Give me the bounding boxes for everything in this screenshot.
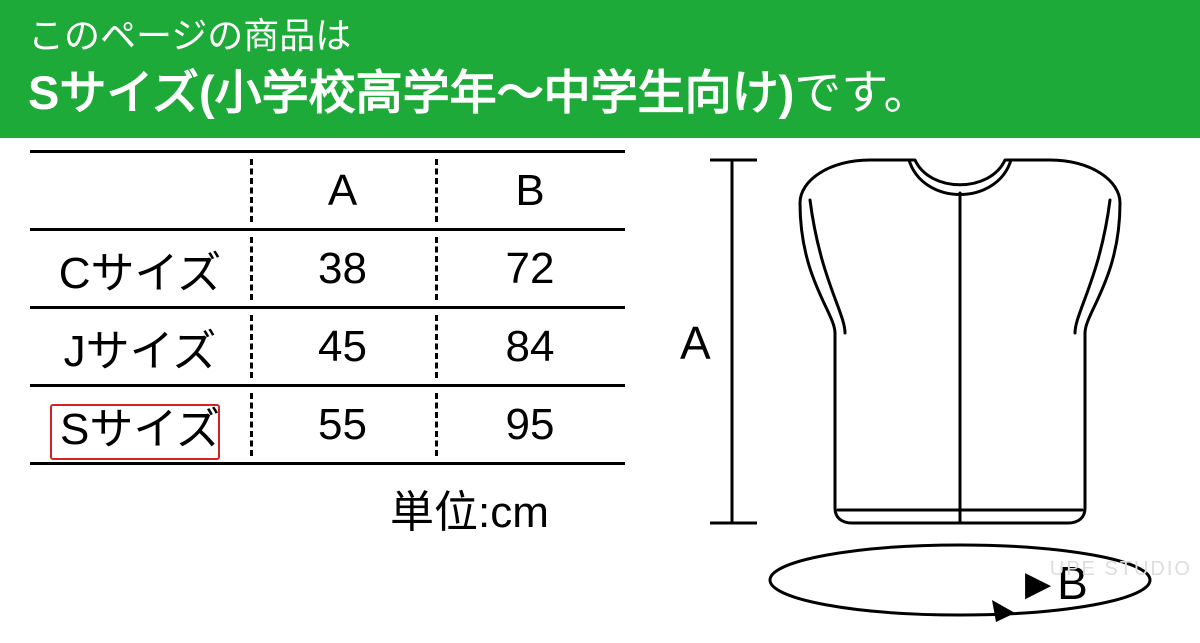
row-value-a: 45 (250, 308, 435, 386)
arrow-glyph-icon: ▶ (1025, 565, 1051, 603)
header-banner: このページの商品は Sサイズ(小学校高学年～中学生向け)です。 (0, 0, 1200, 138)
row-value-a: 38 (250, 230, 435, 308)
table-header-b: B (435, 152, 625, 230)
size-table: A B Cサイズ 38 72 Jサイズ 45 84 Sサイズ 55 95 (30, 150, 625, 465)
row-value-b: 95 (435, 386, 625, 464)
dimension-label-a: A (680, 316, 711, 370)
table-header-row: A B (30, 152, 625, 230)
table-header-a: A (250, 152, 435, 230)
row-label: Sサイズ (30, 386, 250, 464)
banner-line-1: このページの商品は (28, 12, 1172, 61)
banner-line-2: Sサイズ(小学校高学年～中学生向け)です。 (28, 61, 1172, 124)
banner-bold-text: Sサイズ(小学校高学年～中学生向け) (28, 66, 794, 119)
row-label: Jサイズ (30, 308, 250, 386)
watermark-text: UPE STUDIO (1050, 558, 1192, 581)
row-label: Cサイズ (30, 230, 250, 308)
banner-rest-text: です。 (794, 66, 930, 119)
table-row: Jサイズ 45 84 (30, 308, 625, 386)
row-value-b: 84 (435, 308, 625, 386)
row-value-a: 55 (250, 386, 435, 464)
row-value-b: 72 (435, 230, 625, 308)
unit-label: 単位:cm (390, 476, 549, 540)
table-row: Sサイズ 55 95 (30, 386, 625, 464)
table-row: Cサイズ 38 72 (30, 230, 625, 308)
table-header-blank (30, 152, 250, 230)
content-area: A B Cサイズ 38 72 Jサイズ 45 84 Sサイズ 55 95 単位:… (0, 138, 1200, 639)
